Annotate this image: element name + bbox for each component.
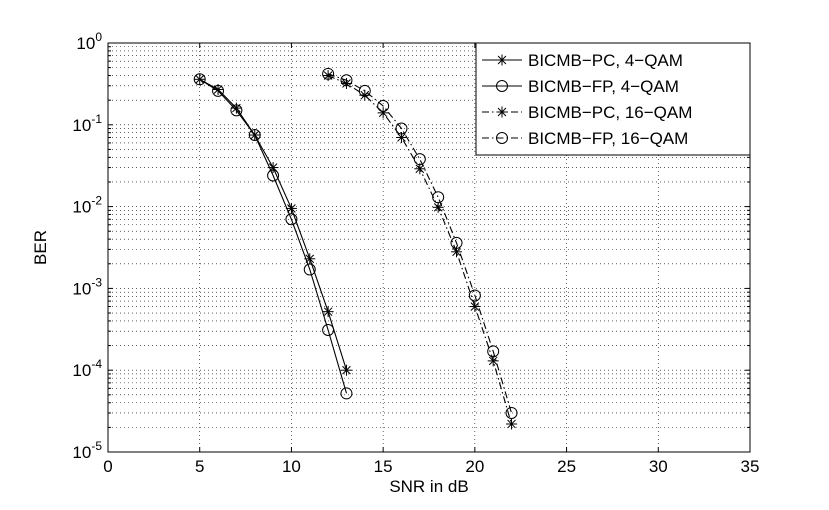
y-tick-exponent: -4 [91,357,102,371]
circle-marker [230,104,243,117]
star-marker [340,364,352,376]
circle-marker [395,122,408,135]
circle-marker [487,345,500,358]
star-marker [432,201,444,213]
circle-marker [505,406,518,419]
y-tick-base: 10 [72,198,91,217]
circle-marker [496,80,508,92]
circle-marker [450,236,463,249]
series-line [199,78,348,394]
x-axis-label: SNR in dB [389,477,468,496]
series-line [327,73,513,414]
circle-marker [496,132,508,144]
x-tick-label: 5 [195,457,204,476]
star-marker [340,77,352,89]
series-3 [322,67,518,419]
y-tick-label: 10-5 [72,439,102,462]
circle-marker [193,73,206,86]
y-tick-base: 10 [72,279,91,298]
legend-entry: BICMB−PC, 4−QAM [482,51,683,70]
star-marker [469,301,481,313]
legend-entry: BICMB−FP, 16−QAM [482,129,688,148]
y-tick-base: 10 [76,34,95,53]
y-tick-base: 10 [72,361,91,380]
circle-marker [285,213,298,226]
circle-marker [248,129,261,142]
star-marker [414,163,426,175]
star-marker [377,107,389,119]
series-1 [193,73,353,400]
y-tick-exponent: -2 [91,194,102,208]
legend-label: BICMB−PC, 4−QAM [528,51,683,70]
series-layer [193,67,518,430]
star-marker [506,418,518,430]
legend-box [475,42,751,156]
y-tick-exponent: -1 [91,112,102,126]
star-marker [212,84,224,96]
x-tick-label: 25 [557,457,576,476]
x-tick-label: 0 [103,457,112,476]
y-axis-label: BER [31,230,50,265]
circle-marker [432,191,445,204]
star-marker [496,106,508,118]
x-tick-label: 30 [649,457,668,476]
circle-marker [340,387,353,400]
x-tick-label: 10 [282,457,301,476]
circle-marker [358,84,371,97]
y-tick-exponent: -5 [91,439,102,453]
circle-marker [340,74,353,87]
legend-entry: BICMB−FP, 4−QAM [482,77,679,96]
y-tick-exponent: -3 [91,275,102,289]
legend-label: BICMB−FP, 16−QAM [528,129,688,148]
circle-marker [303,263,316,276]
x-tick-label: 15 [374,457,393,476]
circle-marker [267,169,280,182]
star-marker [496,54,508,66]
y-tick-label: 10-1 [72,112,102,135]
circle-marker [212,84,225,97]
star-marker [322,306,334,318]
circle-marker [377,99,390,112]
series-0 [194,73,352,376]
circle-marker [322,324,335,337]
x-tick-label: 20 [465,457,484,476]
legend-label: BICMB−FP, 4−QAM [528,77,679,96]
circle-marker [322,67,335,80]
y-tick-exponent: 0 [95,30,102,44]
y-tick-label: 10-4 [72,357,102,380]
x-tick-label: 35 [741,457,760,476]
y-tick-base: 10 [72,116,91,135]
star-marker [285,202,297,214]
plot-frame [107,42,751,453]
star-marker [487,355,499,367]
legend: BICMB−PC, 4−QAM BICMB−FP, 4−QAM BICMB−PC, … [475,42,751,156]
y-tick-label: 10-3 [72,275,102,298]
y-tick-label: 100 [76,30,102,53]
circle-marker [413,153,426,166]
y-tick-label: 10-2 [72,194,102,217]
circle-marker [468,289,481,302]
star-marker [230,102,242,114]
legend-entry: BICMB−PC, 16−QAM [482,103,692,122]
y-tick-base: 10 [72,443,91,462]
legend-label: BICMB−PC, 16−QAM [528,103,692,122]
